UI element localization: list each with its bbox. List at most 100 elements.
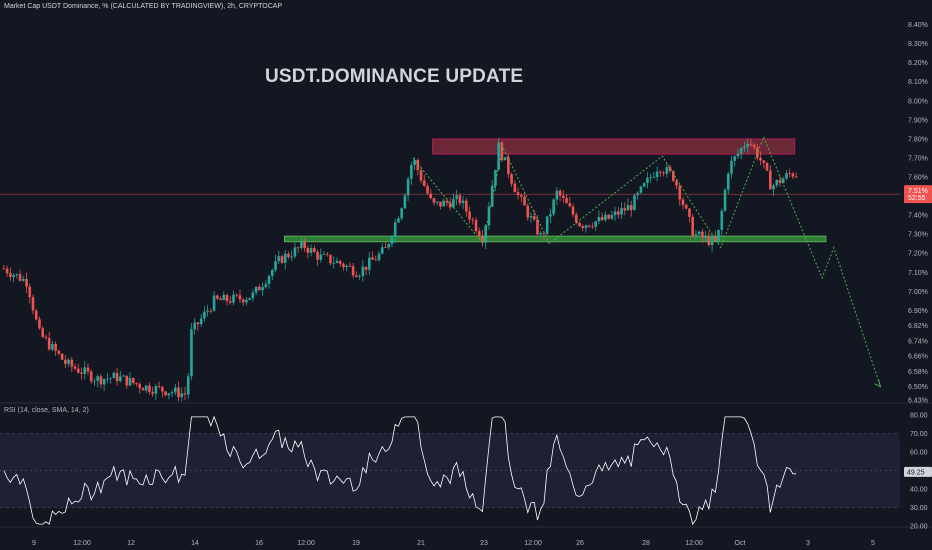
candle-body[interactable]	[652, 176, 656, 178]
candle-body[interactable]	[128, 377, 132, 386]
candle-body[interactable]	[96, 376, 99, 381]
candle-body[interactable]	[203, 311, 206, 319]
candle-body[interactable]	[274, 261, 277, 270]
candle-body[interactable]	[675, 180, 678, 186]
candle-body[interactable]	[322, 254, 326, 256]
candle-body[interactable]	[296, 247, 300, 249]
candle-body[interactable]	[552, 199, 555, 215]
candle-body[interactable]	[351, 266, 355, 276]
candle-body[interactable]	[714, 236, 717, 242]
candle-body[interactable]	[267, 275, 271, 284]
candle-body[interactable]	[235, 294, 239, 296]
candle-body[interactable]	[358, 276, 361, 277]
candle-body[interactable]	[313, 248, 316, 253]
candle-body[interactable]	[410, 165, 413, 179]
candle-body[interactable]	[477, 231, 481, 237]
candle-body[interactable]	[397, 218, 400, 223]
candle-body[interactable]	[387, 243, 391, 248]
candle-body[interactable]	[739, 148, 743, 154]
rsi-line[interactable]	[3, 415, 797, 526]
candle-body[interactable]	[67, 359, 70, 364]
candle-body[interactable]	[157, 386, 161, 387]
candle-body[interactable]	[426, 186, 429, 194]
candle-body[interactable]	[568, 203, 572, 207]
candle-body[interactable]	[47, 337, 51, 350]
candle-body[interactable]	[345, 265, 348, 268]
candle-body[interactable]	[474, 220, 478, 232]
candle-body[interactable]	[125, 375, 129, 386]
candle-body[interactable]	[15, 274, 19, 276]
candle-body[interactable]	[490, 185, 494, 207]
candle-body[interactable]	[623, 208, 627, 211]
candle-body[interactable]	[209, 310, 213, 312]
candle-body[interactable]	[781, 178, 785, 184]
candle-body[interactable]	[717, 229, 720, 242]
candle-body[interactable]	[697, 231, 701, 235]
candle-body[interactable]	[613, 211, 617, 216]
candle-body[interactable]	[626, 205, 630, 211]
candle-body[interactable]	[730, 160, 733, 174]
candle-body[interactable]	[238, 295, 242, 300]
candle-body[interactable]	[332, 262, 336, 264]
candle-body[interactable]	[225, 294, 229, 302]
candle-body[interactable]	[439, 201, 442, 207]
candle-body[interactable]	[681, 199, 685, 205]
candle-body[interactable]	[507, 157, 510, 175]
candle-body[interactable]	[290, 256, 294, 258]
candle-body[interactable]	[222, 294, 226, 301]
candle-body[interactable]	[60, 353, 64, 360]
candle-body[interactable]	[190, 329, 193, 377]
candle-body[interactable]	[584, 225, 588, 228]
candle-body[interactable]	[581, 226, 585, 228]
candle-body[interactable]	[435, 201, 439, 203]
candle-body[interactable]	[736, 153, 740, 157]
candle-body[interactable]	[678, 185, 682, 200]
candle-body[interactable]	[122, 375, 125, 377]
candle-body[interactable]	[183, 393, 187, 395]
candle-body[interactable]	[86, 367, 90, 372]
candle-body[interactable]	[468, 211, 471, 220]
candle-body[interactable]	[445, 200, 449, 203]
candle-body[interactable]	[241, 299, 245, 303]
candle-body[interactable]	[38, 319, 41, 329]
candle-body[interactable]	[494, 169, 497, 186]
candle-body[interactable]	[649, 177, 652, 179]
candle-body[interactable]	[448, 202, 452, 208]
candle-body[interactable]	[80, 372, 83, 374]
candle-body[interactable]	[487, 206, 491, 226]
candle-body[interactable]	[484, 225, 488, 243]
candle-body[interactable]	[93, 380, 96, 382]
candle-body[interactable]	[400, 208, 403, 219]
candle-body[interactable]	[704, 236, 707, 238]
candle-body[interactable]	[293, 247, 297, 257]
rsi-indicator-label[interactable]: RSI (14, close, SMA, 14, 2)	[4, 407, 89, 414]
candle-body[interactable]	[368, 257, 371, 270]
candle-body[interactable]	[70, 359, 74, 367]
candle-body[interactable]	[633, 195, 636, 211]
candle-body[interactable]	[161, 386, 164, 392]
candle-body[interactable]	[154, 386, 158, 394]
candle-body[interactable]	[642, 183, 646, 187]
candle-body[interactable]	[212, 295, 216, 311]
candle-body[interactable]	[390, 236, 394, 244]
candle-body[interactable]	[591, 226, 594, 228]
candle-body[interactable]	[131, 377, 135, 383]
candle-body[interactable]	[775, 179, 779, 186]
candle-body[interactable]	[76, 368, 80, 373]
candle-body[interactable]	[684, 204, 688, 209]
candle-body[interactable]	[12, 275, 15, 278]
candle-body[interactable]	[151, 392, 154, 394]
candle-body[interactable]	[28, 286, 32, 298]
candle-body[interactable]	[532, 216, 536, 220]
candle-body[interactable]	[164, 391, 167, 396]
candle-body[interactable]	[497, 142, 500, 170]
candle-body[interactable]	[21, 278, 25, 281]
candle-body[interactable]	[723, 189, 727, 211]
candle-body[interactable]	[186, 376, 190, 395]
candle-body[interactable]	[629, 205, 633, 211]
candle-body[interactable]	[519, 195, 523, 197]
candle-body[interactable]	[668, 167, 672, 172]
candle-body[interactable]	[300, 241, 303, 248]
candle-body[interactable]	[119, 376, 122, 382]
candle-body[interactable]	[765, 163, 769, 171]
